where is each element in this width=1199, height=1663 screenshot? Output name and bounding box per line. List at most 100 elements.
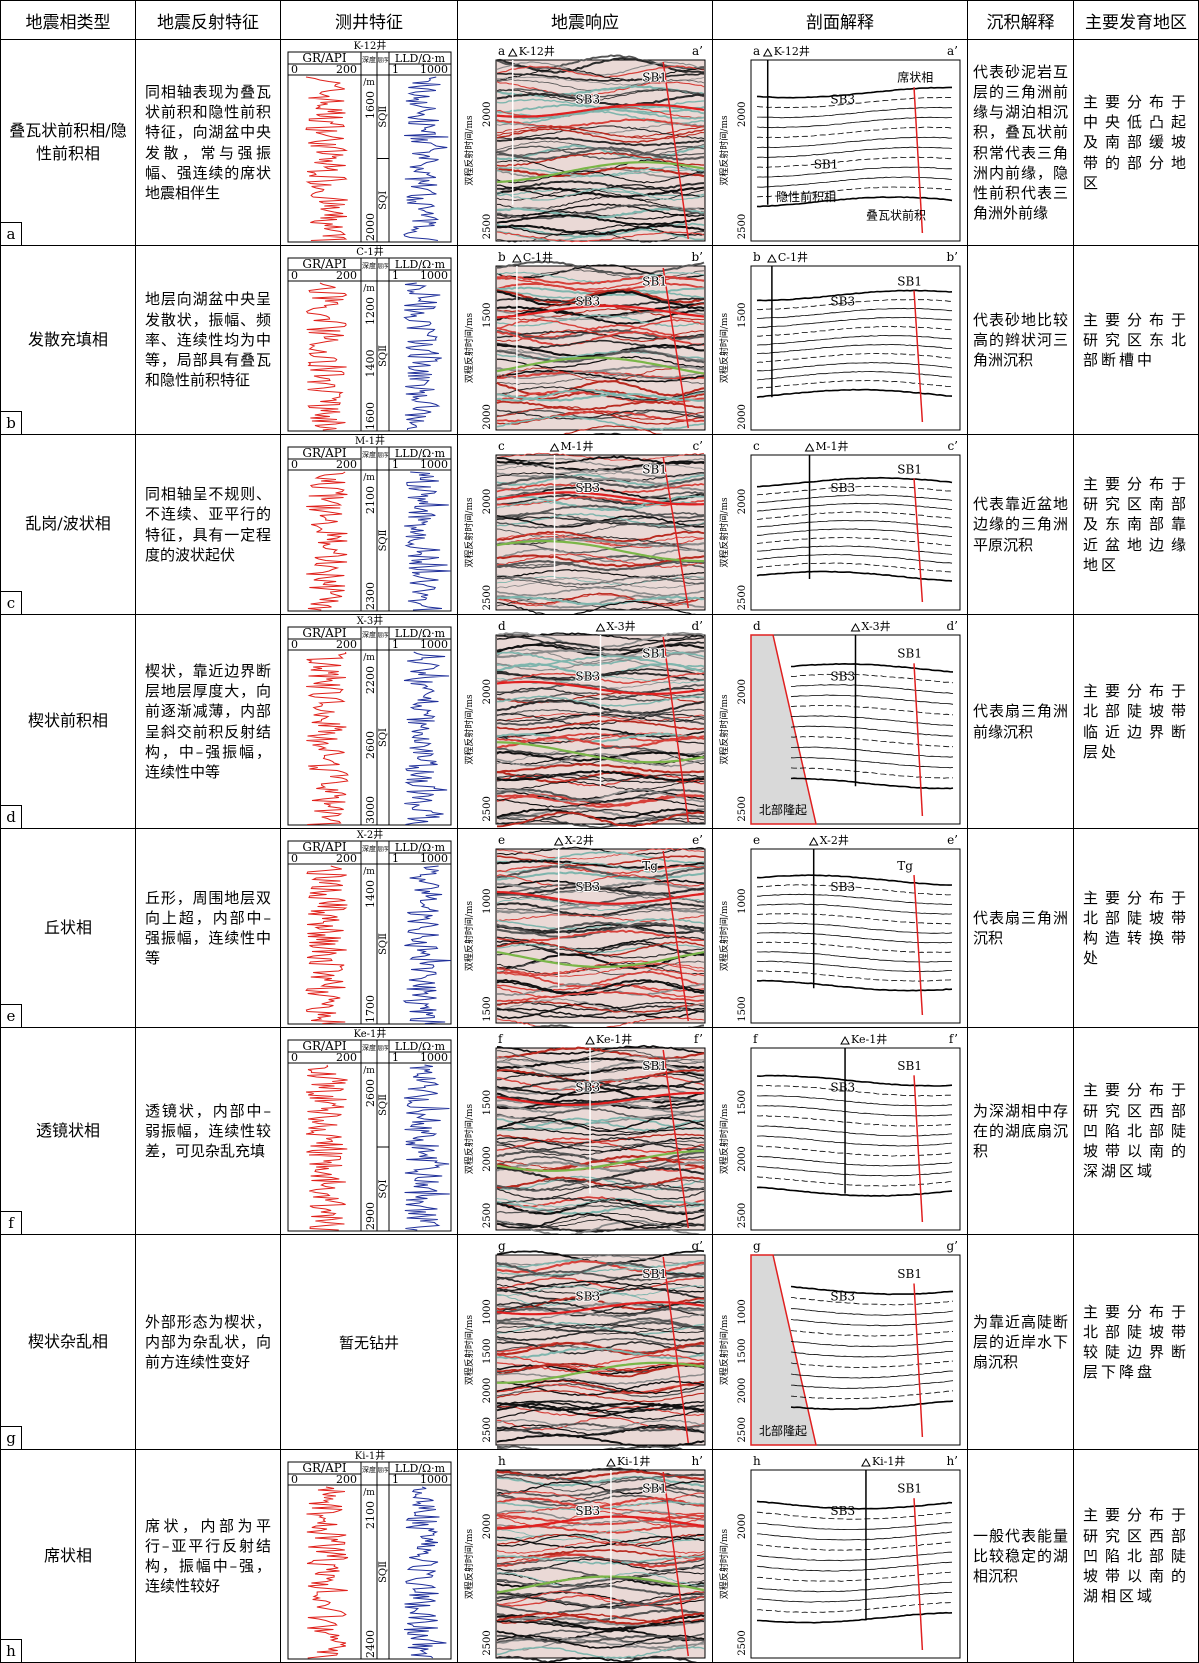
interp-line	[790, 715, 954, 727]
gr-max: 200	[336, 852, 357, 865]
interp-line	[756, 344, 953, 354]
interp-line	[756, 1522, 953, 1531]
well-name: C-1井	[523, 250, 553, 264]
section-label: SB1	[642, 275, 667, 289]
reflector	[496, 1073, 705, 1087]
interp-line	[756, 1135, 953, 1147]
figure: f f’ 双程反射时间/ms 1500 2000 2500 Ke-1井 SB3 SB1	[718, 1032, 961, 1231]
reflector	[496, 1556, 705, 1565]
header-cell: 地震反射特征	[136, 0, 281, 40]
fault	[662, 456, 690, 609]
reflection-text: 地层向湖盆中央呈发散状，振幅、频率、连续性均为中等，局部具有叠瓦和隐性前积特征	[145, 290, 271, 390]
reflector	[496, 874, 705, 887]
reflector	[496, 81, 705, 97]
reflector	[496, 1329, 705, 1342]
reflector	[497, 1049, 705, 1065]
region-text: 主要分布于北部陡坡带较陡边界断层下降盘	[1083, 1302, 1189, 1382]
reflector	[496, 1363, 705, 1378]
interp-line	[756, 476, 953, 488]
section-start: f	[498, 1032, 504, 1046]
interp-line	[756, 1085, 952, 1097]
gr-max: 200	[336, 63, 357, 76]
reflector	[496, 600, 696, 614]
reflector	[496, 1382, 705, 1399]
section-label: SB3	[830, 669, 855, 683]
well-name: Ke-1井	[354, 1028, 387, 1040]
time-tick-label: 2000	[737, 1146, 748, 1171]
lld-curve	[404, 471, 451, 611]
time-tick-label: 2000	[482, 102, 493, 127]
reflector	[496, 1197, 705, 1208]
reflector	[496, 952, 705, 970]
fault	[662, 1256, 690, 1444]
section-content	[496, 54, 705, 243]
seismic-cell: h h’ 双程反射时间/ms 2000 2500 Ki-1井 SB3 SB1	[458, 1450, 713, 1663]
sequence-label: SQⅠ	[378, 191, 389, 210]
lld-title: LLD/Ω·m	[395, 1040, 446, 1053]
figure: X-3井 GR/API 0 200 深度/m 层序 LLD/Ω·m1 1000 2200 2600…	[287, 615, 452, 826]
lld-curve	[403, 76, 449, 241]
reflector	[497, 978, 705, 995]
reflector	[496, 962, 705, 975]
reflection-cell: 透镜状，内部中–弱振幅，连续性较差，可见杂乱充填	[136, 1028, 281, 1235]
depth-label: 2400	[364, 1630, 377, 1658]
section-content	[756, 86, 953, 234]
region-cell: 主要分布于研究区东北部断槽中	[1074, 246, 1199, 435]
section-label: SB3	[575, 1081, 600, 1095]
interp-line	[790, 1297, 954, 1306]
reflector	[496, 92, 705, 107]
section-label: 北部隆起	[759, 802, 807, 817]
interp-line	[757, 884, 953, 896]
lld-curve	[403, 651, 450, 825]
depth-unit: /m	[363, 1066, 375, 1076]
log-frame	[287, 446, 452, 612]
section-content	[496, 260, 705, 434]
reflector	[496, 1616, 705, 1628]
section-label: SB1	[642, 647, 667, 661]
section-content	[750, 634, 954, 825]
deposition-text: 代表靠近盆地边缘的三角洲平原沉积	[973, 495, 1068, 554]
interp-line	[756, 485, 953, 496]
section-content	[756, 1498, 953, 1651]
time-axis-label: 双程反射时间/ms	[718, 1529, 730, 1600]
interp-line	[756, 941, 953, 953]
reflector	[496, 907, 705, 918]
reflector	[496, 374, 705, 385]
section-label: Tg	[897, 859, 913, 873]
reflector	[496, 553, 705, 568]
reflector	[496, 224, 705, 236]
reflector	[496, 548, 705, 563]
time-axis-label: 双程反射时间/ms	[463, 115, 475, 186]
section-content	[756, 476, 953, 603]
interp-line	[756, 289, 953, 302]
time-tick-label: 2500	[482, 214, 493, 239]
interp-line	[756, 932, 953, 944]
depth-title: 深度	[362, 630, 376, 639]
fault	[913, 290, 924, 423]
reflector	[496, 1646, 705, 1659]
well-marker	[549, 442, 560, 452]
figure: K-12井 GR/API 0 200 深度/m 层序 LLD/Ω·m1 1000 1600 200…	[287, 40, 452, 243]
facies-name: 透镜状相	[35, 1120, 100, 1140]
reflector	[496, 865, 705, 880]
reflector	[496, 57, 705, 74]
reflection-cell: 楔状，靠近边界断层地层厚度大，向前逐渐减薄，内部呈斜交前积反射结构，中–强振幅，…	[136, 615, 281, 829]
depth-label: 2000	[364, 213, 377, 241]
depth-label: 1200	[364, 297, 377, 325]
interp-line	[756, 1115, 953, 1127]
facies-cell: 楔状杂乱相 g	[0, 1235, 136, 1450]
section-start: h	[753, 1454, 761, 1468]
section-label: SB1	[642, 1059, 667, 1073]
reflector	[496, 943, 705, 953]
reflector	[496, 125, 705, 140]
figure: d d’ 双程反射时间/ms 2000 2500 X-3井 SB3 SB1	[463, 619, 706, 828]
depth-label: 1400	[364, 880, 377, 908]
interpretation-cell: d d’ 双程反射时间/ms 2000 2500 X-3井 SB3 SB1 北部隆起	[713, 615, 968, 829]
well-cell: 暂无钻井	[281, 1235, 458, 1450]
interpretation-cell: b b’ 双程反射时间/ms 1500 2000 C-1井 SB3 SB1	[713, 246, 968, 435]
lld-curve	[403, 282, 442, 431]
time-tick-label: 2000	[482, 404, 493, 429]
region-cell: 主要分布于北部陡坡带较陡边界断层下降盘	[1074, 1235, 1199, 1450]
sequence-title: 层序	[377, 1466, 389, 1474]
interp-line	[790, 777, 954, 790]
